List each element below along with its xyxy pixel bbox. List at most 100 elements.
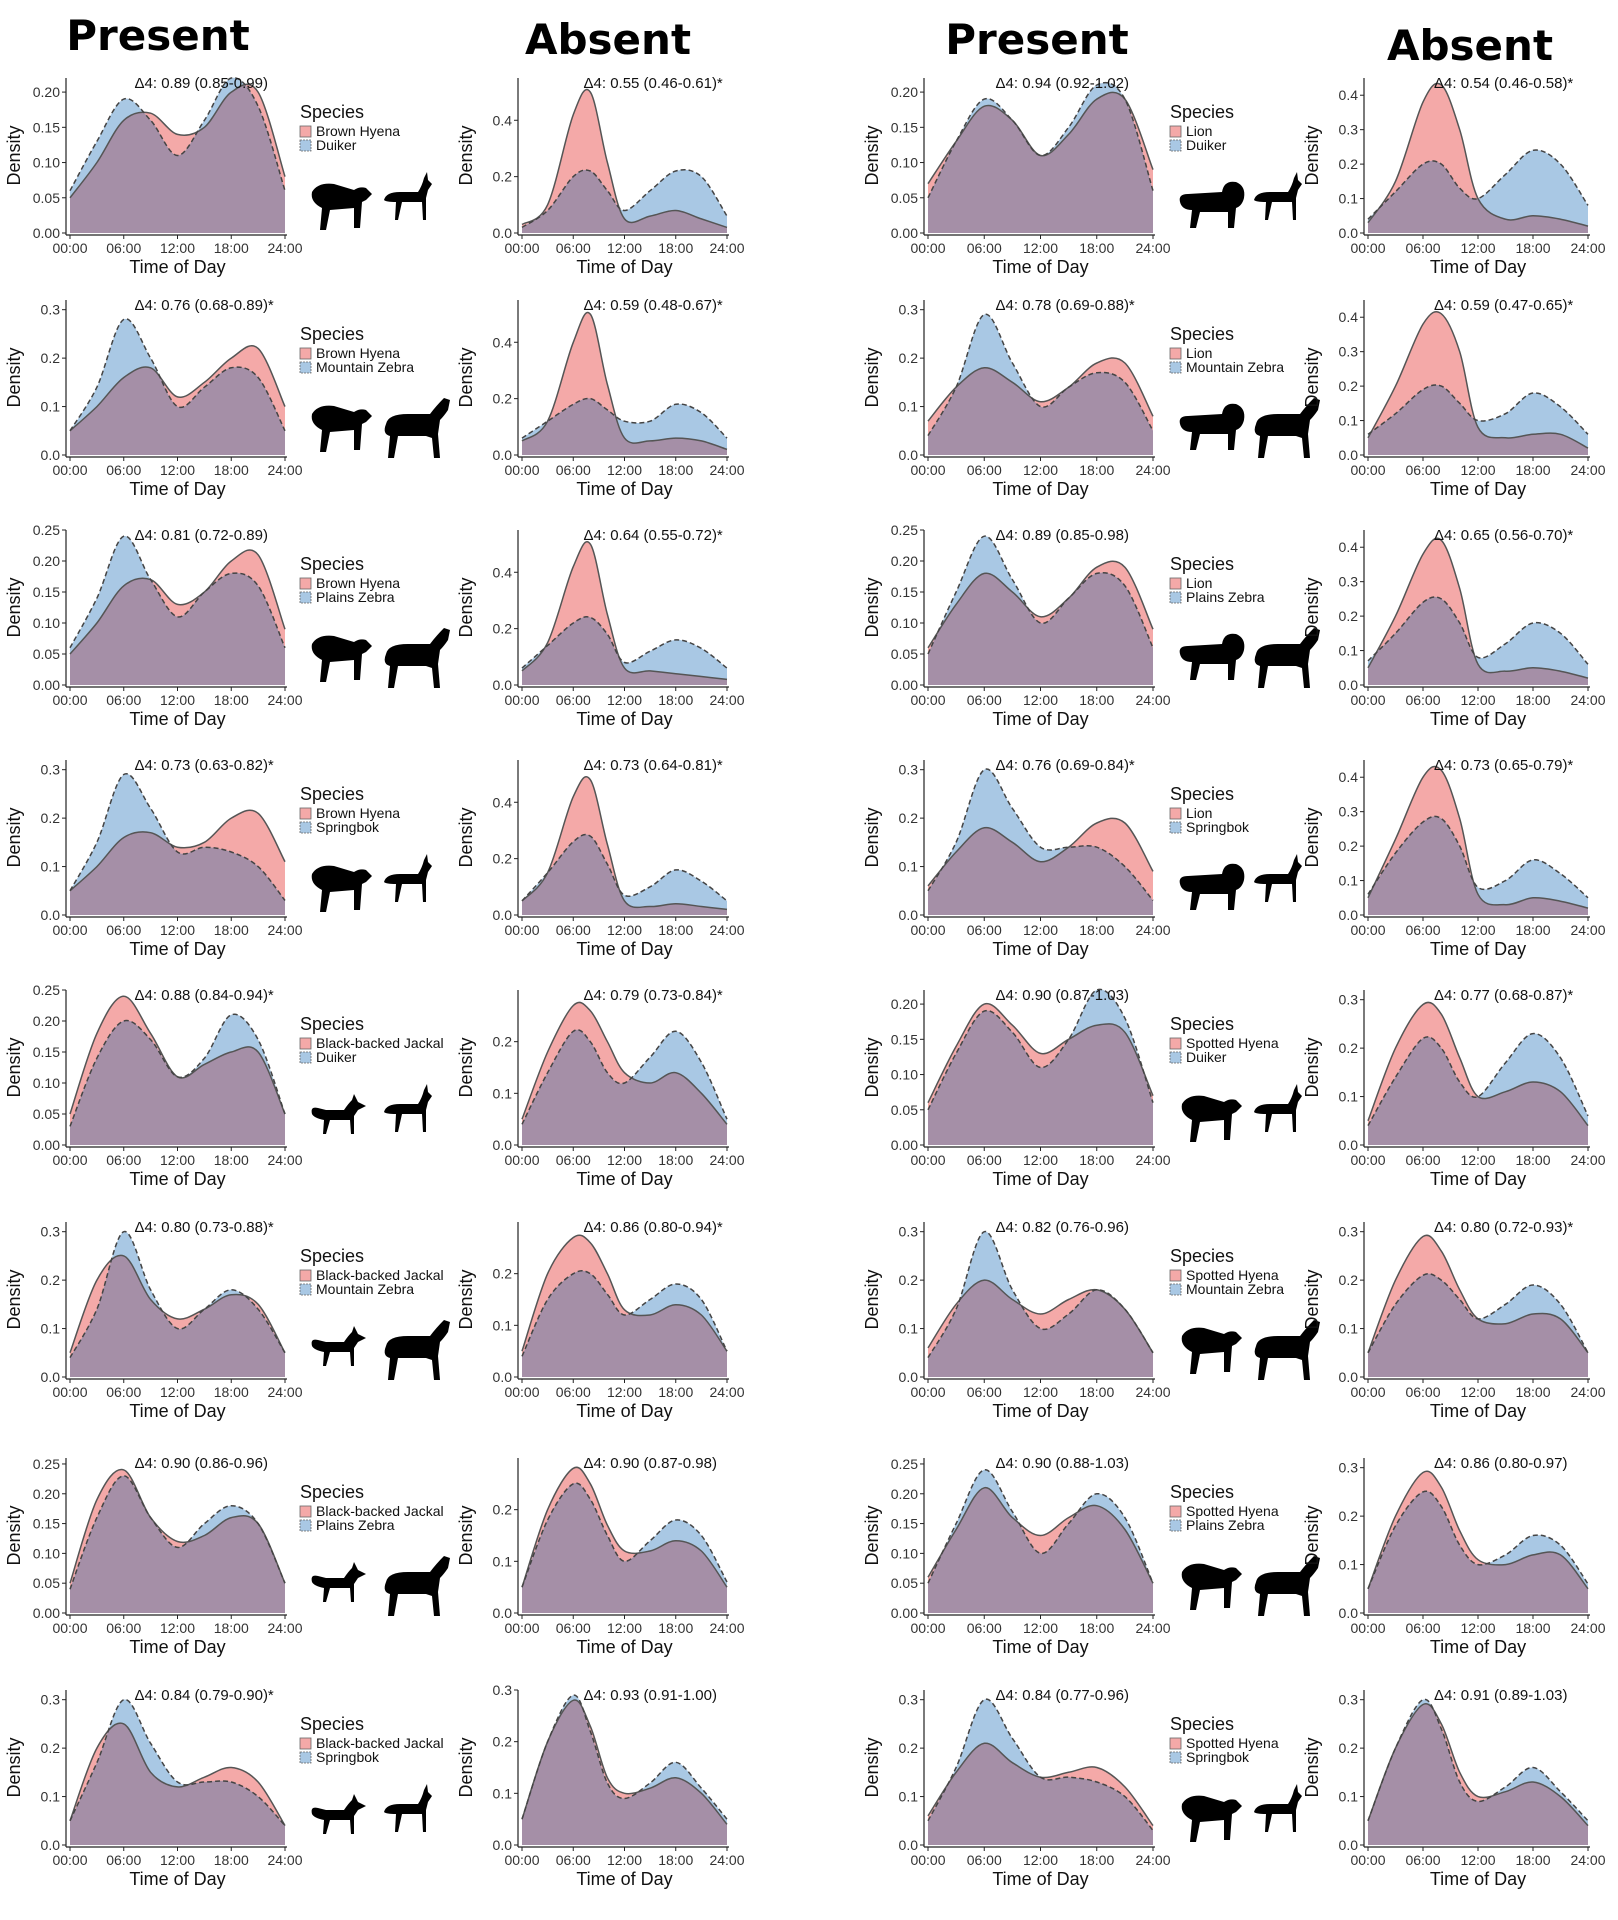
overlap-annotation: Δ4: 0.73 (0.63-0.82)* [135,757,274,774]
springbok-icon [384,854,432,902]
panel-R4P: 0.0 0.1 0.2 0.3 00:00 06:00 12:00 18:00 24:00 Tim… [862,757,1302,959]
y-tick-label: 0.0 [493,225,513,241]
x-axis-label: Time of Day [576,1869,672,1889]
overlap-annotation: Δ4: 0.90 (0.88-1.03) [996,1455,1129,1472]
y-tick-label: 0.3 [41,762,61,778]
y-tick-label: 0.0 [1339,225,1359,241]
header-left-present: Present [66,11,249,60]
x-tick-label: 06:00 [967,1620,1002,1636]
y-tick-label: 0.0 [899,447,919,463]
y-tick-label: 0.0 [41,1837,61,1853]
y-tick-label: 0.0 [493,1137,513,1153]
y-tick-label: 0.2 [1339,378,1359,394]
y-tick-label: 0.1 [1339,1321,1359,1337]
y-tick-label: 0.4 [1339,87,1359,103]
y-tick-label: 0.20 [33,1486,60,1502]
legend-swatch-predator [299,1037,312,1050]
y-tick-label: 0.2 [493,1034,513,1050]
zebra-icon [384,628,450,688]
x-tick-label: 18:00 [658,240,693,256]
y-axis-label: Density [1302,125,1322,185]
legend-label-prey: Springbok [316,1749,380,1765]
y-axis-label: Density [862,125,882,185]
x-tick-label: 00:00 [52,922,87,938]
y-tick-label: 0.25 [33,1456,60,1472]
line-predator [69,1722,286,1826]
x-tick-label: 00:00 [910,1384,945,1400]
x-tick-label: 12:00 [607,1384,642,1400]
x-tick-label: 06:00 [556,1384,591,1400]
legend-swatch-prey [299,1519,312,1532]
x-tick-label: 24:00 [267,692,302,708]
line-prey [1367,596,1589,665]
y-tick-label: 0.1 [493,1085,513,1101]
legend-swatch-predator [1169,1505,1182,1518]
line-prey [927,1698,1154,1831]
line-predator [69,345,286,432]
panel-R6A: 0.0 0.1 0.2 0.3 00:00 06:00 12:00 18:00 24:00 Tim… [1302,1219,1606,1421]
panel-R2P: 0.0 0.1 0.2 0.3 00:00 06:00 12:00 18:00 24:00 Tim… [862,297,1320,499]
x-axis-label: Time of Day [992,939,1088,959]
y-axis-label: Density [4,1505,24,1565]
header-right-absent: Absent [1387,21,1553,70]
overlap-annotation: Δ4: 0.64 (0.55-0.72)* [584,527,723,544]
y-tick-label: 0.2 [1339,156,1359,172]
x-tick-label: 00:00 [504,922,539,938]
legend-title: Species [300,554,364,574]
x-tick-label: 12:00 [1023,240,1058,256]
panel-R4A: 0.0 0.1 0.2 0.3 0.4 00:00 06:00 12:00 18:00 24:00… [1302,757,1606,959]
panel-L4P: 0.0 0.1 0.2 0.3 00:00 06:00 12:00 18:00 24:00 Tim… [4,757,432,959]
x-tick-label: 18:00 [1515,462,1550,478]
y-tick-label: 0.0 [899,907,919,923]
line-prey [1367,1698,1589,1822]
line-prey [1367,1490,1589,1590]
panel-R8A: 0.0 0.1 0.2 0.3 00:00 06:00 12:00 18:00 24:00 Tim… [1302,1687,1606,1889]
x-tick-label: 06:00 [556,1852,591,1868]
header-right-present: Present [945,15,1128,64]
legend-title: Species [300,1714,364,1734]
y-axis-label: Density [456,577,476,637]
y-axis-label: Density [456,1037,476,1097]
duiker-icon [1254,172,1302,220]
y-tick-label: 0.20 [891,1486,918,1502]
x-tick-label: 12:00 [1023,692,1058,708]
y-tick-label: 0.0 [493,447,513,463]
x-tick-label: 24:00 [1570,1620,1605,1636]
y-tick-label: 0.2 [41,810,61,826]
y-tick-label: 0.05 [891,646,918,662]
x-tick-label: 06:00 [1405,1852,1440,1868]
overlap-annotation: Δ4: 0.78 (0.69-0.88)* [996,297,1135,314]
panel-L3A: 0.0 0.2 0.4 00:00 06:00 12:00 18:00 24:00 Time o… [456,527,745,729]
area-overlap [70,1723,285,1845]
y-tick-label: 0.05 [33,190,60,206]
y-axis-label: Density [862,1269,882,1329]
area-overlap [522,1700,727,1845]
y-tick-label: 0.1 [899,399,919,415]
x-tick-label: 00:00 [910,1620,945,1636]
x-tick-label: 00:00 [1350,1852,1385,1868]
y-axis-label: Density [456,807,476,867]
x-tick-label: 00:00 [52,1152,87,1168]
line-prey [927,81,1154,199]
x-tick-label: 12:00 [160,922,195,938]
legend-swatch-prey [299,591,312,604]
y-tick-label: 0.00 [33,225,60,241]
x-tick-label: 24:00 [709,922,744,938]
y-tick-label: 0.2 [1339,1508,1359,1524]
x-axis-label: Time of Day [576,257,672,277]
legend-title: Species [300,784,364,804]
y-tick-label: 0.05 [891,1102,918,1118]
line-prey [521,1694,728,1820]
line-predator [69,809,286,892]
x-tick-label: 00:00 [1350,1152,1385,1168]
y-axis-label: Density [4,1737,24,1797]
y-axis-label: Density [456,1269,476,1329]
legend-title: Species [1170,1014,1234,1034]
x-tick-label: 06:00 [556,240,591,256]
x-tick-label: 18:00 [1079,1152,1114,1168]
y-tick-label: 0.2 [1339,1272,1359,1288]
zebra-icon [1254,1320,1320,1380]
